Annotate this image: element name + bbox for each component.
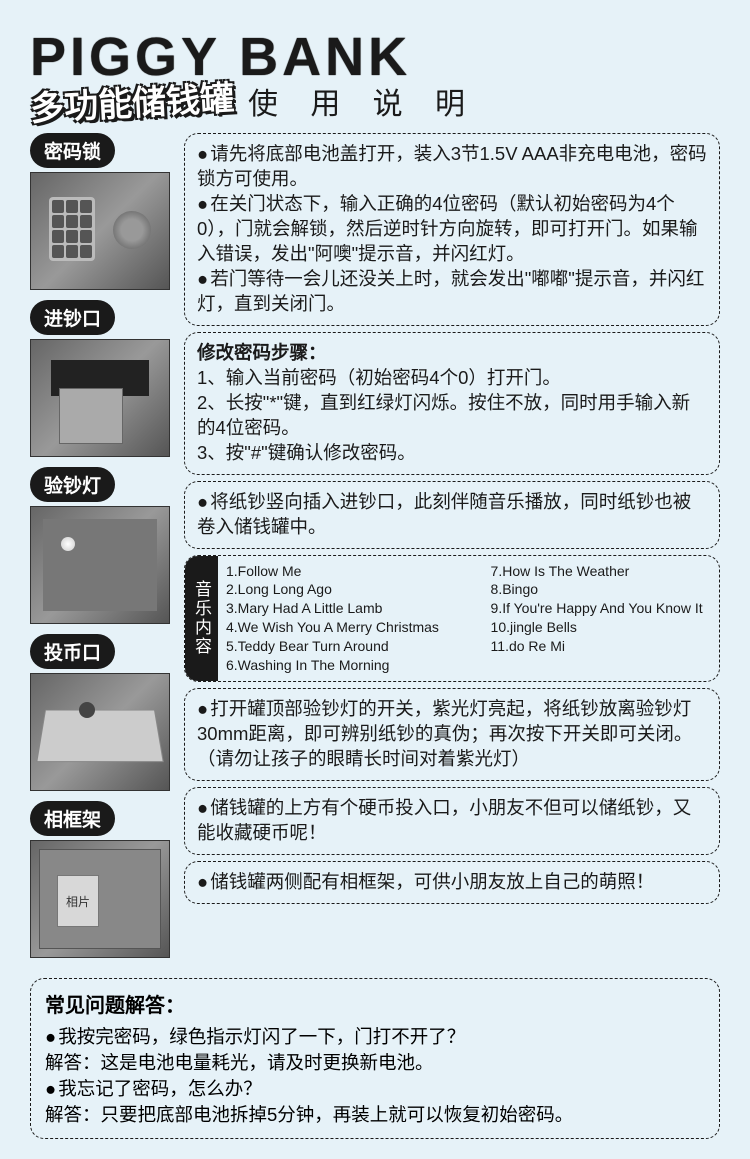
section-lock: 密码锁: [30, 133, 170, 290]
usage-label: 使 用 说 明: [248, 79, 477, 123]
pwd-step-3: 3、按"#"键确认修改密码。: [197, 441, 707, 466]
box-bill-insert: 将纸钞竖向插入进钞口，此刻伴随音乐播放，同时纸钞也被卷入储钱罐中。: [184, 481, 720, 549]
song-6: 6.Washing In The Morning: [226, 656, 491, 675]
pwd-step-1: 1、输入当前密码（初始密码4个0）打开门。: [197, 366, 707, 391]
lock-line-2: 在关门状态下，输入正确的4位密码（默认初始密码为4个0），门就会解锁，然后逆时针…: [197, 192, 707, 267]
left-column: 密码锁 进钞口 验钞灯 投币口: [30, 133, 170, 968]
box-lock-info: 请先将底部电池盖打开，装入3节1.5V AAA非充电电池，密码锁方可使用。 在关…: [184, 133, 720, 326]
song-5: 5.Teddy Bear Turn Around: [226, 637, 491, 656]
song-7: 7.How Is The Weather: [491, 562, 711, 581]
thumb-uv: [30, 506, 170, 624]
faq-title: 常见问题解答：: [45, 989, 705, 1018]
uv-line: 打开罐顶部验钞灯的开关，紫光灯亮起，将纸钞放离验钞灯30mm距离，即可辨别纸钞的…: [197, 697, 707, 772]
frame-line: 储钱罐两侧配有相框架，可供小朋友放上自己的萌照！: [197, 870, 707, 895]
lock-line-3: 若门等待一会儿还没关上时，就会发出"嘟嘟"提示音，并闪红灯，直到关闭门。: [197, 267, 707, 317]
song-3: 3.Mary Had A Little Lamb: [226, 599, 491, 618]
faq-a2: 解答：只要把底部电池拆掉5分钟，再装上就可以恢复初始密码。: [45, 1102, 705, 1128]
right-column: 请先将底部电池盖打开，装入3节1.5V AAA非充电电池，密码锁方可使用。 在关…: [184, 133, 720, 968]
section-coin: 投币口: [30, 634, 170, 791]
faq-a1: 解答：这是电池电量耗光，请及时更换新电池。: [45, 1050, 705, 1076]
box-frame: 储钱罐两侧配有相框架，可供小朋友放上自己的萌照！: [184, 861, 720, 904]
bill-line: 将纸钞竖向插入进钞口，此刻伴随音乐播放，同时纸钞也被卷入储钱罐中。: [197, 490, 707, 540]
faq-box: 常见问题解答： 我按完密码，绿色指示灯闪了一下，门打不开了？ 解答：这是电池电量…: [30, 978, 720, 1139]
song-8: 8.Bingo: [491, 580, 711, 599]
section-uv: 验钞灯: [30, 467, 170, 624]
lock-line-1: 请先将底部电池盖打开，装入3节1.5V AAA非充电电池，密码锁方可使用。: [197, 142, 707, 192]
thumb-coin: [30, 673, 170, 791]
thumb-lock: [30, 172, 170, 290]
box-music: 音乐内容 1.Follow Me 2.Long Long Ago 3.Mary …: [184, 555, 720, 682]
music-list: 1.Follow Me 2.Long Long Ago 3.Mary Had A…: [218, 556, 719, 681]
thumb-frame: 相片: [30, 840, 170, 958]
label-frame: 相框架: [30, 801, 115, 836]
subtitle-cn: 多功能储钱罐: [29, 71, 235, 131]
thumb-bill-slot: [30, 339, 170, 457]
section-bill-slot: 进钞口: [30, 300, 170, 457]
song-10: 10.jingle Bells: [491, 618, 711, 637]
song-4: 4.We Wish You A Merry Christmas: [226, 618, 491, 637]
faq-q2: 我忘记了密码，怎么办？: [45, 1076, 705, 1102]
song-1: 1.Follow Me: [226, 562, 491, 581]
label-lock: 密码锁: [30, 133, 115, 168]
box-coin: 储钱罐的上方有个硬币投入口，小朋友不但可以储纸钞，又能收藏硬币呢！: [184, 787, 720, 855]
faq-q1: 我按完密码，绿色指示灯闪了一下，门打不开了？: [45, 1024, 705, 1050]
header: PIGGY BANK 多功能储钱罐 使 用 说 明: [30, 30, 720, 125]
song-11: 11.do Re Mi: [491, 637, 711, 656]
label-bill-slot: 进钞口: [30, 300, 115, 335]
section-frame: 相框架 相片: [30, 801, 170, 958]
pwd-step-2: 2、长按"*"键，直到红绿灯闪烁。按住不放，同时用手输入新的4位密码。: [197, 391, 707, 441]
label-coin: 投币口: [30, 634, 115, 669]
box-uv: 打开罐顶部验钞灯的开关，紫光灯亮起，将纸钞放离验钞灯30mm距离，即可辨别纸钞的…: [184, 688, 720, 781]
coin-line: 储钱罐的上方有个硬币投入口，小朋友不但可以储纸钞，又能收藏硬币呢！: [197, 796, 707, 846]
label-uv: 验钞灯: [30, 467, 115, 502]
pwd-title: 修改密码步骤：: [197, 341, 707, 366]
photo-placeholder: 相片: [57, 875, 99, 927]
song-9: 9.If You're Happy And You Know It: [491, 599, 711, 618]
music-tab: 音乐内容: [185, 556, 218, 681]
box-password-steps: 修改密码步骤： 1、输入当前密码（初始密码4个0）打开门。 2、长按"*"键，直…: [184, 332, 720, 475]
song-2: 2.Long Long Ago: [226, 580, 491, 599]
